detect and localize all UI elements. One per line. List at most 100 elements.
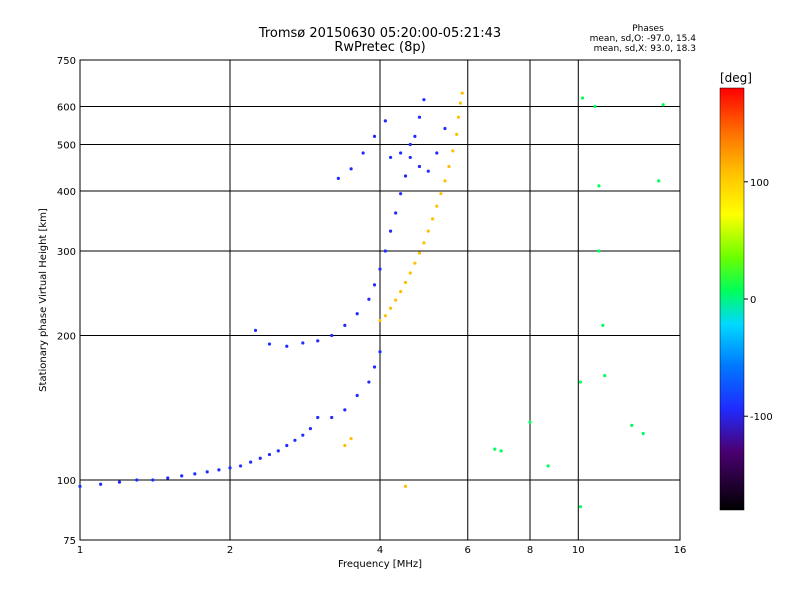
x-axis-ticks: 1 2 4 6 8 10 16 [77,545,687,556]
data-point-o [417,115,422,119]
data-point-o [267,342,272,346]
data-point-o [258,456,262,460]
data-point-scattered [597,184,601,188]
data-point-o [361,151,365,155]
data-point-o [343,408,347,412]
colorbar-tick-label: -100 [750,412,773,423]
y-tick-label: 200 [57,332,76,343]
data-point-x [430,217,435,221]
data-point-x [447,164,451,169]
data-point-o [417,164,422,169]
data-point-o [435,151,439,155]
data-point-o [285,443,289,448]
grid-lines [80,60,680,540]
colorbar [719,87,745,511]
data-point-o [78,484,82,488]
y-tick-label: 75 [63,536,76,547]
data-point-x [343,443,347,448]
data-point-o [388,155,393,160]
data-point-o [99,482,103,486]
y-tick-label: 300 [57,247,76,258]
data-point-x [388,306,393,310]
data-point-o [372,134,377,138]
data-point-o [330,333,334,338]
data-point-x [422,241,426,245]
data-point-x [417,251,422,255]
y-tick-label: 600 [57,103,76,114]
data-point-o [383,119,387,123]
phase-stats-x: mean, sd,X: 93.0, 18.3 [593,44,696,54]
data-point-o [443,126,447,131]
data-point-o [276,449,280,453]
data-point-x [403,484,408,488]
data-point-x [439,192,443,196]
data-point-o [413,134,417,138]
data-point-scattered [499,449,503,453]
phase-stats: Phases mean, sd,O: -97.0, 15.4 mean, sd,… [560,24,696,54]
y-axis-ticks: 75 100 200 300 400 500 600 750 [57,56,76,547]
data-point-x [443,179,447,183]
data-point-o [399,192,403,196]
data-point-scattered [661,103,665,107]
data-point-o [399,151,403,155]
data-point-x [460,91,464,95]
data-point-o [293,438,297,442]
data-point-scattered [593,104,597,109]
chart-title: Tromsø 20150630 05:20:00-05:21:43 [258,26,502,41]
data-point-o [422,98,426,102]
data-point-o [205,470,209,474]
x-tick-label: 16 [674,545,687,556]
y-tick-label: 500 [57,141,76,152]
data-point-o [285,344,289,348]
data-point-x [378,318,382,323]
y-axis-label: Stationary phase Virtual Height [km] [38,208,49,392]
data-point-scattered [578,505,583,509]
data-point-o [372,283,377,287]
data-point-x [349,436,353,441]
data-point-scattered [601,323,605,327]
phase-stats-heading: Phases [632,24,664,34]
data-point-o [403,174,408,178]
data-point-o [408,142,412,147]
data-point-o [355,393,359,398]
data-point-scattered [528,420,532,424]
data-point-o [308,426,313,431]
y-tick-label: 400 [57,187,76,198]
data-point-x [399,289,403,294]
data-point-o [378,267,382,271]
chart-subtitle: RwPretec (8p) [334,40,426,55]
x-tick-label: 1 [77,545,83,556]
phase-stats-o: mean, sd,O: -97.0, 15.4 [589,34,696,44]
data-point-o [355,312,359,316]
data-point-x [394,298,398,302]
data-point-scattered [657,179,661,183]
colorbar-tick-label: 0 [750,295,756,306]
data-point-o [372,365,377,369]
data-point-x [456,115,461,119]
data-point-o [316,415,320,420]
data-point-o [301,433,305,437]
data-point-o [378,350,382,354]
data-point-o [228,466,232,470]
data-points [78,91,665,509]
data-point-o [249,460,253,464]
x-tick-label: 8 [527,545,533,556]
data-point-x [451,149,455,153]
data-point-o [336,176,340,181]
data-point-o [330,415,334,420]
x-tick-label: 6 [465,545,471,556]
data-point-o [193,472,197,476]
colorbar-tick-label: 100 [750,178,769,189]
data-point-x [408,271,412,275]
data-point-o [367,380,371,384]
data-point-scattered [641,431,645,436]
data-point-o [349,167,353,171]
data-point-o [166,476,170,480]
data-point-x [413,261,417,265]
data-point-x [383,314,387,318]
data-point-x [458,101,463,105]
y-tick-label: 100 [57,476,76,487]
x-tick-label: 4 [377,545,383,556]
data-point-scattered [630,423,634,427]
